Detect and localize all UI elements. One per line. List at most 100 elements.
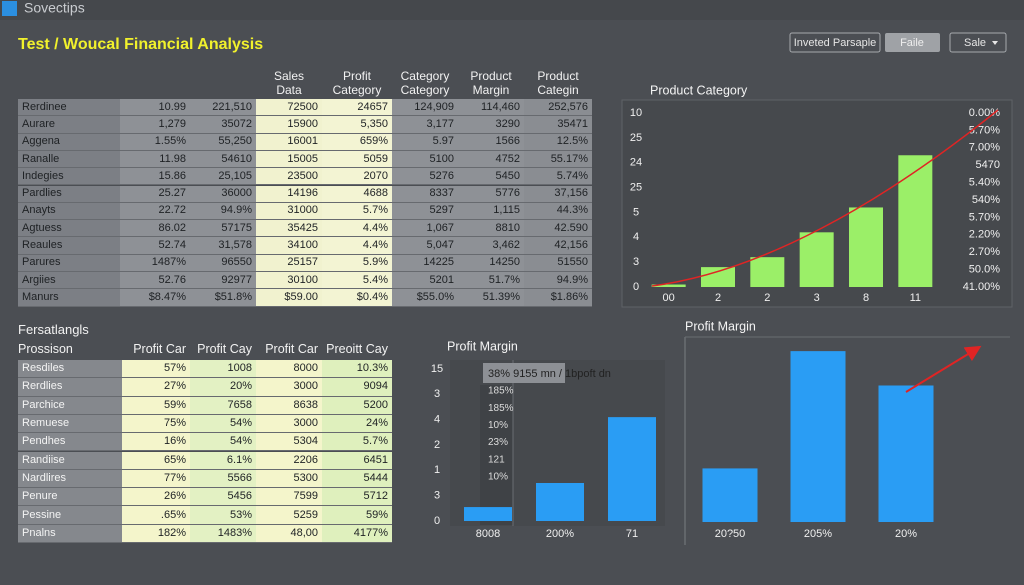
row-label: Indegies <box>18 168 120 186</box>
table-cell: 72500 <box>256 99 322 117</box>
button-label[interactable]: Faile <box>900 37 924 49</box>
row-label: Anayts <box>18 202 120 221</box>
tooltip-item: 10% <box>488 472 508 483</box>
bar <box>790 351 846 522</box>
bar <box>750 257 785 287</box>
table-cell: 59% <box>122 396 190 415</box>
row-label: Parchice <box>18 396 122 415</box>
column-header: Preoitt Cay <box>326 342 388 356</box>
table-cell: 4.4% <box>322 237 392 255</box>
table-cell: 5059 <box>322 150 392 169</box>
row-label: Reaules <box>18 237 120 255</box>
table-cell: 15005 <box>256 150 322 169</box>
table-cell: 48,00 <box>256 524 322 543</box>
y2-tick-label: 2.20% <box>969 229 1000 241</box>
bar <box>701 267 735 287</box>
table-cell: 1487% <box>120 254 190 272</box>
button[interactable] <box>789 32 881 53</box>
y-tick-label: 4 <box>434 414 440 426</box>
chart-title: Profit Margin <box>447 339 518 353</box>
table-cell: 14225 <box>392 254 458 272</box>
table-cell: 5300 <box>256 469 322 489</box>
table-cell: $59.00 <box>256 289 322 307</box>
table-cell: 3,462 <box>458 237 524 255</box>
table-title: Fersatlangls <box>18 322 89 337</box>
table-cell: 51.7% <box>458 272 524 290</box>
bar <box>651 284 686 287</box>
table-cell: 1.55% <box>120 133 190 151</box>
y-tick-label: 1 <box>434 464 440 476</box>
row-label: Aggena <box>18 133 120 151</box>
row-label: Rerdlies <box>18 378 122 397</box>
table-cell: 27% <box>122 378 190 397</box>
x-tick-label: 200% <box>546 528 574 540</box>
table-cell: 96550 <box>190 254 256 272</box>
table-cell: 114,460 <box>458 99 524 117</box>
table-cell: 182% <box>122 524 190 543</box>
table-cell: 54% <box>190 433 256 452</box>
table-cell: 5304 <box>256 433 322 452</box>
column-header: Category Category <box>400 69 450 97</box>
table-cell: $55.0% <box>392 289 458 307</box>
y-tick-label: 15 <box>431 363 443 375</box>
table-cell: 5444 <box>322 469 392 489</box>
table-cell: 5.74% <box>524 168 592 186</box>
table-cell: 659% <box>322 133 392 151</box>
tooltip-item: 23% <box>488 437 508 448</box>
table-cell: 26% <box>122 488 190 507</box>
y2-tick-label: 41.00% <box>963 281 1001 293</box>
tooltip-panel <box>480 385 513 525</box>
table-cell: 16001 <box>256 133 322 151</box>
table-cell: 5.9% <box>322 254 392 272</box>
button[interactable] <box>885 33 940 52</box>
table-cell: 5100 <box>392 150 458 169</box>
table-cell: 4.4% <box>322 220 392 238</box>
table-cell: 5.4% <box>322 272 392 290</box>
table-cell: 4177% <box>322 524 392 543</box>
y-tick-label: 0 <box>434 515 440 527</box>
table-cell: 5201 <box>392 272 458 290</box>
table-cell: 5776 <box>458 185 524 203</box>
bar <box>849 207 883 287</box>
table-cell: 52.74 <box>120 237 190 255</box>
x-tick-label: 00 <box>663 292 675 304</box>
table-cell: 3000 <box>256 414 322 434</box>
table-cell: 75% <box>122 414 190 434</box>
table-cell: 53% <box>190 506 256 525</box>
table-cell: 5450 <box>458 168 524 186</box>
button-label[interactable]: Inveted Parsaple <box>794 37 877 49</box>
x-tick-label: 20% <box>895 528 917 540</box>
y-tick-label: 24 <box>630 157 642 169</box>
y2-tick-label: 5470 <box>976 159 1000 171</box>
table-cell: 10.3% <box>322 360 392 379</box>
table-cell: 94.9% <box>524 272 592 290</box>
table-cell: 77% <box>122 469 190 489</box>
table-cell: 8000 <box>256 360 322 379</box>
table-cell: 22.72 <box>120 202 190 221</box>
table-cell: 20% <box>190 378 256 397</box>
tooltip-title: 38% 9155 mn / 1bpoft dn <box>488 368 611 380</box>
table-cell: 94.9% <box>190 202 256 221</box>
dropdown[interactable] <box>949 32 1007 53</box>
table-cell: $0.4% <box>322 289 392 307</box>
table-cell: 54610 <box>190 150 256 169</box>
column-header: Profit Category <box>332 69 382 97</box>
column-header: Prossison <box>18 342 73 356</box>
dropdown-label[interactable]: Sale <box>964 37 986 49</box>
row-label: Pnalns <box>18 524 122 543</box>
table-cell: 5200 <box>322 396 392 415</box>
y-tick-label: 3 <box>434 490 440 502</box>
row-label: Pessine <box>18 506 122 525</box>
x-tick-label: 2 <box>764 292 770 304</box>
table-cell: 5276 <box>392 168 458 186</box>
table-cell: 25.27 <box>120 185 190 203</box>
table-cell: 9094 <box>322 378 392 397</box>
x-tick-label: 205% <box>804 528 832 540</box>
trend-line <box>651 109 999 287</box>
top-bar <box>0 0 1024 20</box>
table-cell: 42,156 <box>524 237 592 255</box>
table-cell: 44.3% <box>524 202 592 221</box>
bar <box>878 385 934 522</box>
table-cell: 30100 <box>256 272 322 290</box>
table-cell: 65% <box>122 451 190 470</box>
